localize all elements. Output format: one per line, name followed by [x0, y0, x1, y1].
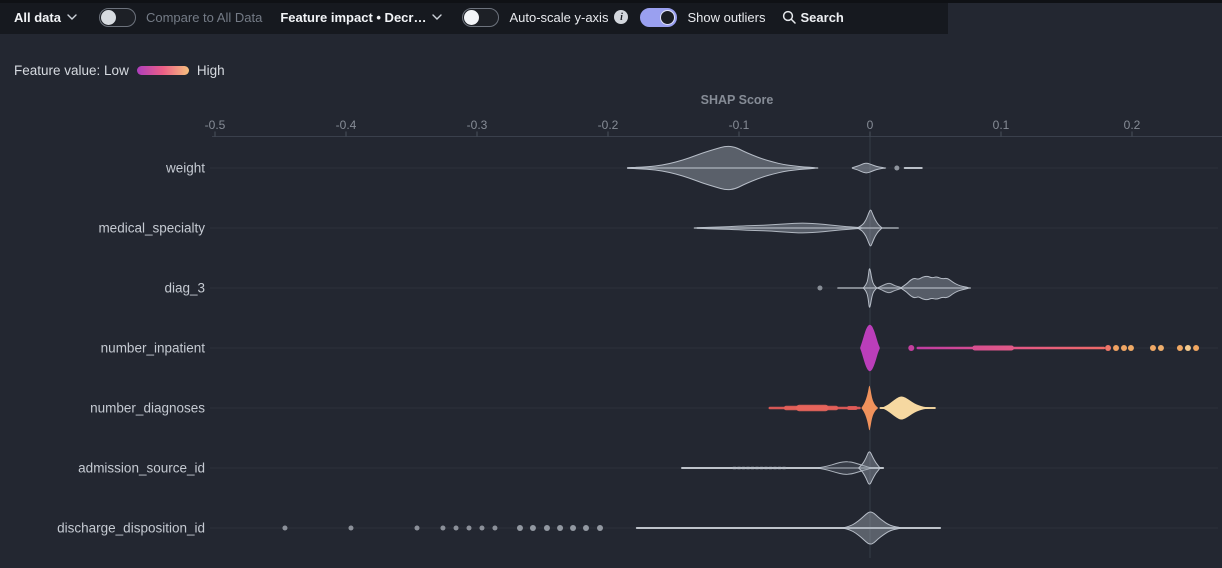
feature-row: admission_source_id	[78, 451, 1218, 485]
outlier-dot[interactable]	[440, 525, 446, 531]
toggle-knob	[464, 9, 480, 25]
outlier-dot[interactable]	[453, 525, 459, 531]
view-selector[interactable]: Feature impact • Decr…	[280, 9, 443, 25]
outlier-dot[interactable]	[570, 525, 577, 531]
violin-shape[interactable]	[857, 209, 883, 247]
x-tick-label: -0.2	[598, 118, 619, 132]
legend-high-label: High	[196, 62, 225, 78]
outlier-dot[interactable]	[1149, 345, 1156, 351]
data-selector-label: All data	[14, 9, 61, 25]
show-outliers-label: Show outliers	[687, 9, 766, 25]
data-selector[interactable]: All data	[14, 10, 77, 25]
chevron-down-icon	[67, 14, 77, 20]
outlier-dot[interactable]	[582, 525, 589, 531]
autoscale-toggle[interactable]	[462, 7, 500, 27]
toggle-knob	[100, 9, 116, 25]
x-tick-label: -0.5	[205, 118, 226, 132]
violin-shape[interactable]	[843, 511, 901, 545]
window-top-edge	[0, 0, 1222, 3]
info-icon[interactable]: i	[614, 10, 629, 24]
violin-shape[interactable]	[627, 145, 816, 191]
violin-shape[interactable]	[900, 275, 969, 301]
outlier-dot[interactable]	[492, 525, 498, 531]
feature-value-gradient	[136, 65, 189, 75]
x-tick-label: 0	[867, 118, 874, 132]
feature-row-label: discharge_disposition_id	[57, 521, 205, 536]
outlier-dot[interactable]	[817, 285, 823, 291]
feature-value-legend: Feature value: Low High	[14, 58, 225, 82]
compare-toggle-label: Compare to All Data	[145, 9, 263, 25]
legend-low-label: Feature value: Low	[14, 62, 129, 78]
violin-shape[interactable]	[860, 324, 880, 372]
outlier-dot[interactable]	[1176, 345, 1183, 351]
feature-row: weight	[165, 145, 1218, 191]
feature-row: medical_specialty	[98, 209, 1218, 247]
search-label: Search	[800, 9, 844, 25]
toggle-knob	[660, 9, 676, 25]
outlier-dot[interactable]	[1193, 345, 1200, 351]
violin-shape[interactable]	[882, 396, 929, 420]
chevron-down-icon	[432, 14, 443, 20]
compare-toggle[interactable]	[98, 7, 136, 27]
feature-row: number_diagnoses	[90, 385, 1218, 431]
autoscale-label: Auto-scale y-axis	[509, 9, 609, 25]
search-button[interactable]: Search	[782, 10, 844, 25]
outlier-dot[interactable]	[597, 525, 604, 531]
outlier-dot[interactable]	[1105, 345, 1112, 351]
x-tick-label: -0.4	[336, 118, 357, 132]
violin-shape[interactable]	[858, 451, 881, 485]
x-tick-label: -0.3	[467, 118, 488, 132]
outlier-dot[interactable]	[1184, 345, 1191, 351]
feature-row: diag_3	[164, 268, 1218, 308]
feature-row: discharge_disposition_id	[57, 511, 1218, 545]
toolbar: All data Compare to All Data Feature imp…	[0, 0, 948, 34]
violin-shape[interactable]	[861, 385, 878, 431]
violin-shape[interactable]	[696, 222, 863, 234]
outlier-dot[interactable]	[1121, 345, 1128, 351]
feature-row-label: medical_specialty	[98, 221, 205, 236]
feature-row-label: diag_3	[164, 281, 205, 296]
violin-shape[interactable]	[851, 162, 887, 174]
search-icon	[782, 10, 796, 24]
show-outliers-toggle[interactable]	[640, 7, 678, 27]
outlier-dot[interactable]	[414, 525, 420, 531]
outlier-dot[interactable]	[1157, 345, 1164, 351]
feature-row-label: number_inpatient	[101, 341, 206, 356]
feature-row-label: number_diagnoses	[90, 401, 205, 416]
outlier-dot[interactable]	[529, 525, 536, 531]
outlier-dot[interactable]	[894, 165, 900, 171]
outlier-dot[interactable]	[348, 525, 354, 531]
feature-row: number_inpatient	[101, 324, 1218, 372]
outlier-dot[interactable]	[908, 345, 915, 351]
outlier-dot[interactable]	[543, 525, 550, 531]
feature-row-label: weight	[165, 161, 205, 176]
outlier-dot[interactable]	[479, 525, 485, 531]
feature-row-label: admission_source_id	[78, 461, 205, 476]
violin-shape[interactable]	[863, 268, 877, 308]
outlier-dot[interactable]	[557, 525, 564, 531]
outlier-dot[interactable]	[1127, 345, 1134, 351]
violin-shape[interactable]	[877, 282, 902, 294]
outlier-dot[interactable]	[282, 525, 288, 531]
outlier-dot[interactable]	[1113, 345, 1120, 351]
outlier-dot[interactable]	[466, 525, 472, 531]
violin-shape[interactable]	[818, 461, 871, 475]
chart-title: SHAP Score	[701, 93, 774, 107]
outlier-dot[interactable]	[516, 525, 523, 531]
x-tick-label: 0.2	[1124, 118, 1141, 132]
view-selector-label: Feature impact • Decr…	[280, 9, 427, 25]
x-tick-label: -0.1	[729, 118, 750, 132]
x-tick-label: 0.1	[993, 118, 1010, 132]
